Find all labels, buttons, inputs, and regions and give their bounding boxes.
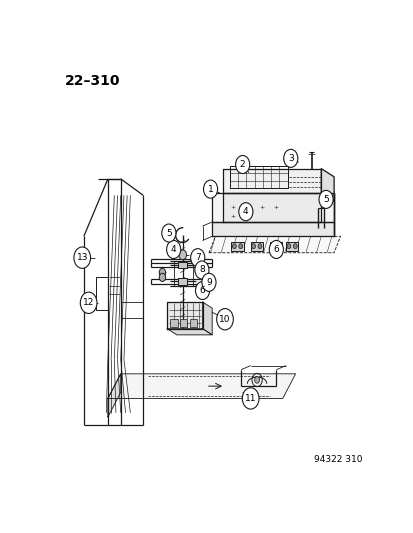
Circle shape bbox=[203, 180, 217, 198]
Circle shape bbox=[251, 244, 255, 248]
Circle shape bbox=[232, 244, 236, 248]
Text: 11: 11 bbox=[244, 394, 256, 403]
Circle shape bbox=[166, 240, 180, 259]
Text: 22–310: 22–310 bbox=[64, 74, 120, 88]
Bar bbox=[269, 241, 281, 251]
Circle shape bbox=[159, 268, 165, 277]
Circle shape bbox=[159, 273, 165, 281]
Polygon shape bbox=[108, 374, 295, 399]
Polygon shape bbox=[212, 193, 333, 222]
Circle shape bbox=[238, 244, 242, 248]
Circle shape bbox=[286, 244, 290, 248]
Text: 3: 3 bbox=[287, 154, 293, 163]
Text: 2: 2 bbox=[239, 160, 245, 169]
Bar bbox=[178, 278, 187, 285]
Text: 1: 1 bbox=[207, 184, 213, 193]
Polygon shape bbox=[212, 222, 333, 236]
Circle shape bbox=[161, 224, 176, 242]
Text: +: + bbox=[259, 205, 264, 210]
Circle shape bbox=[235, 156, 249, 174]
Bar bbox=[96, 277, 108, 310]
Text: +: + bbox=[273, 205, 278, 210]
Polygon shape bbox=[320, 168, 333, 201]
Circle shape bbox=[257, 244, 261, 248]
Bar bbox=[229, 166, 287, 188]
Polygon shape bbox=[202, 302, 212, 335]
Polygon shape bbox=[223, 193, 320, 222]
Circle shape bbox=[242, 388, 259, 409]
Text: 4: 4 bbox=[171, 245, 176, 254]
Bar bbox=[250, 241, 262, 251]
Circle shape bbox=[293, 244, 297, 248]
Text: 6: 6 bbox=[273, 245, 278, 254]
Bar bbox=[170, 319, 177, 327]
Text: 8: 8 bbox=[199, 265, 204, 274]
Text: 5: 5 bbox=[323, 195, 328, 204]
Circle shape bbox=[270, 244, 274, 248]
Text: 94322 310: 94322 310 bbox=[314, 455, 362, 464]
Circle shape bbox=[254, 377, 259, 383]
Polygon shape bbox=[223, 168, 320, 193]
Polygon shape bbox=[108, 374, 121, 417]
Polygon shape bbox=[209, 236, 340, 253]
Text: 5: 5 bbox=[166, 229, 171, 238]
Circle shape bbox=[190, 248, 204, 266]
Bar bbox=[285, 241, 297, 251]
Text: 13: 13 bbox=[76, 253, 88, 262]
Bar bbox=[180, 319, 187, 327]
Circle shape bbox=[283, 149, 297, 167]
Bar bbox=[178, 262, 187, 268]
Circle shape bbox=[268, 240, 283, 259]
Text: +: + bbox=[244, 214, 249, 219]
Bar bbox=[189, 319, 196, 327]
Circle shape bbox=[216, 309, 233, 330]
Text: 4: 4 bbox=[242, 207, 248, 216]
Circle shape bbox=[202, 273, 216, 292]
Text: 12: 12 bbox=[83, 298, 94, 308]
Text: +: + bbox=[230, 205, 235, 210]
Text: 6: 6 bbox=[199, 286, 205, 295]
Circle shape bbox=[178, 250, 186, 260]
Text: +: + bbox=[230, 214, 235, 219]
Circle shape bbox=[195, 281, 209, 300]
Circle shape bbox=[277, 244, 280, 248]
Text: 7: 7 bbox=[195, 253, 200, 262]
Polygon shape bbox=[167, 329, 212, 335]
Text: 9: 9 bbox=[206, 278, 211, 287]
Polygon shape bbox=[167, 302, 202, 329]
Circle shape bbox=[238, 203, 252, 221]
Circle shape bbox=[318, 190, 332, 208]
Bar bbox=[231, 241, 243, 251]
Text: 10: 10 bbox=[219, 314, 230, 324]
Text: +: + bbox=[244, 205, 249, 210]
Circle shape bbox=[80, 292, 97, 313]
Circle shape bbox=[195, 261, 209, 279]
Circle shape bbox=[74, 247, 90, 268]
